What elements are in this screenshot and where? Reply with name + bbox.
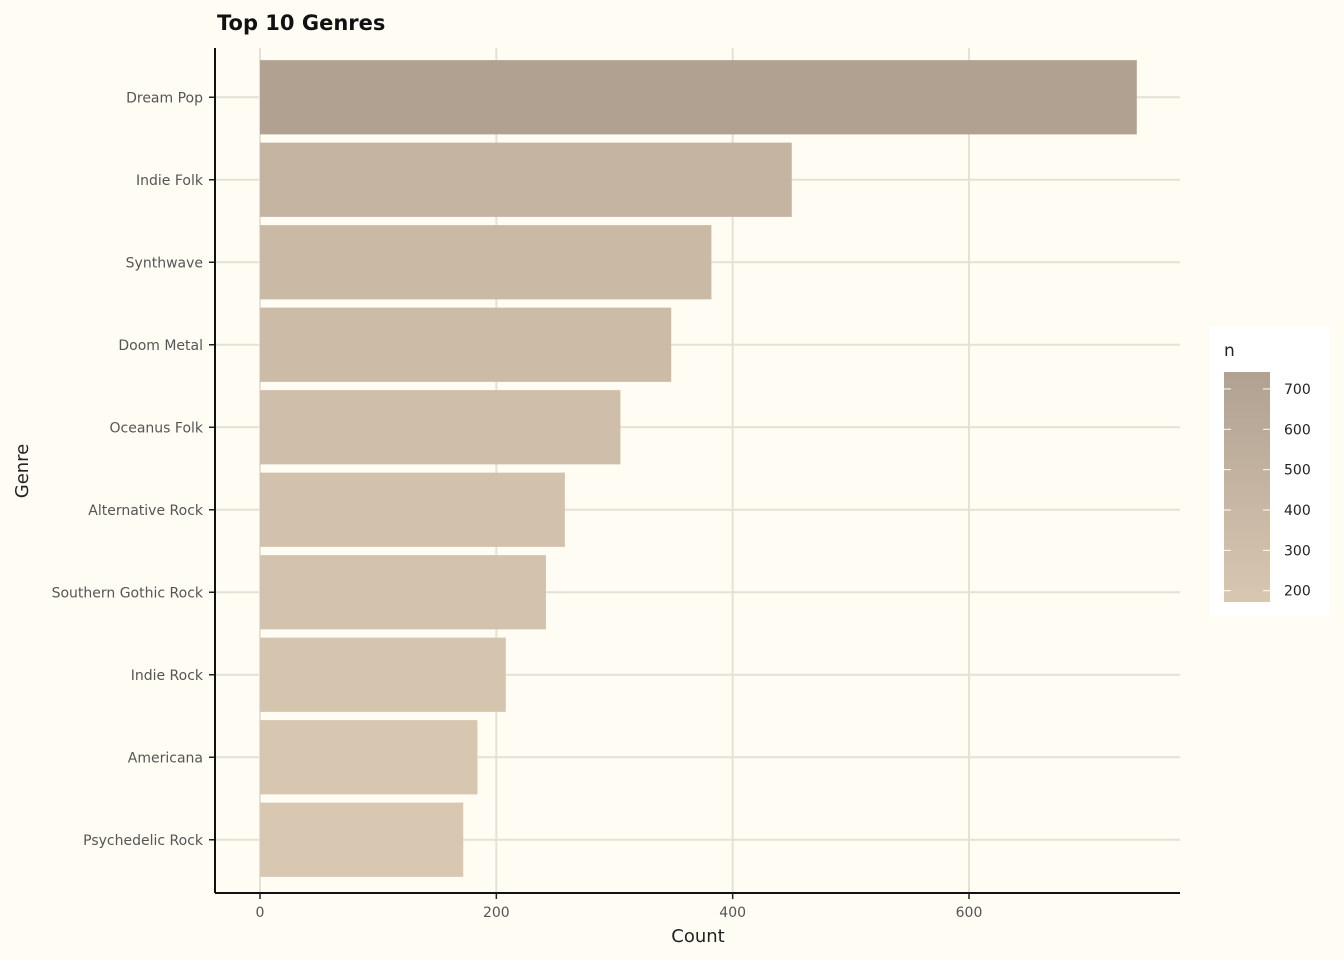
legend-tick-label: 300 bbox=[1284, 543, 1311, 559]
y-tick-label: Alternative Rock bbox=[88, 503, 204, 519]
legend-ticks: 700 600 500 400 300 200 bbox=[1224, 382, 1311, 600]
color-legend: n 700 600 500 400 300 200 bbox=[1209, 326, 1329, 617]
y-tick-label: Synthwave bbox=[126, 255, 203, 271]
y-tick-label: Indie Folk bbox=[136, 173, 204, 189]
bar bbox=[260, 637, 506, 712]
legend-tick-label: 200 bbox=[1284, 584, 1311, 600]
y-tick-label: Dream Pop bbox=[126, 90, 203, 106]
bar bbox=[260, 390, 621, 465]
bars bbox=[260, 60, 1137, 877]
legend-title: n bbox=[1224, 341, 1235, 361]
x-axis-title: Count bbox=[671, 926, 724, 947]
y-tick-label: Southern Gothic Rock bbox=[52, 585, 204, 601]
bar bbox=[260, 472, 565, 547]
legend-tick-label: 400 bbox=[1284, 503, 1311, 519]
y-tick-label: Psychedelic Rock bbox=[83, 833, 204, 849]
bar bbox=[260, 60, 1137, 135]
bar bbox=[260, 720, 478, 795]
x-tick-label: 400 bbox=[719, 905, 746, 921]
legend-tick-label: 700 bbox=[1284, 382, 1311, 398]
bar bbox=[260, 802, 464, 877]
legend-tick-label: 500 bbox=[1284, 463, 1311, 479]
x-tick-label: 600 bbox=[956, 905, 983, 921]
y-tick-label: Oceanus Folk bbox=[109, 420, 203, 436]
chart-title: Top 10 Genres bbox=[217, 11, 385, 35]
y-tick-label: Doom Metal bbox=[118, 338, 203, 354]
bar bbox=[260, 555, 546, 630]
x-tick-label: 0 bbox=[256, 905, 265, 921]
bar bbox=[260, 225, 712, 300]
y-axis-title: Genre bbox=[12, 444, 33, 499]
bar bbox=[260, 142, 792, 217]
x-tick-label: 200 bbox=[483, 905, 510, 921]
legend-color-bar bbox=[1224, 372, 1270, 602]
legend-tick-label: 600 bbox=[1284, 422, 1311, 438]
y-tick-label: Indie Rock bbox=[131, 668, 204, 684]
y-tick-label: Americana bbox=[128, 750, 203, 766]
axes: Dream Pop Indie Folk Synthwave Doom Metal Oc… bbox=[52, 48, 1180, 921]
bar bbox=[260, 307, 672, 382]
